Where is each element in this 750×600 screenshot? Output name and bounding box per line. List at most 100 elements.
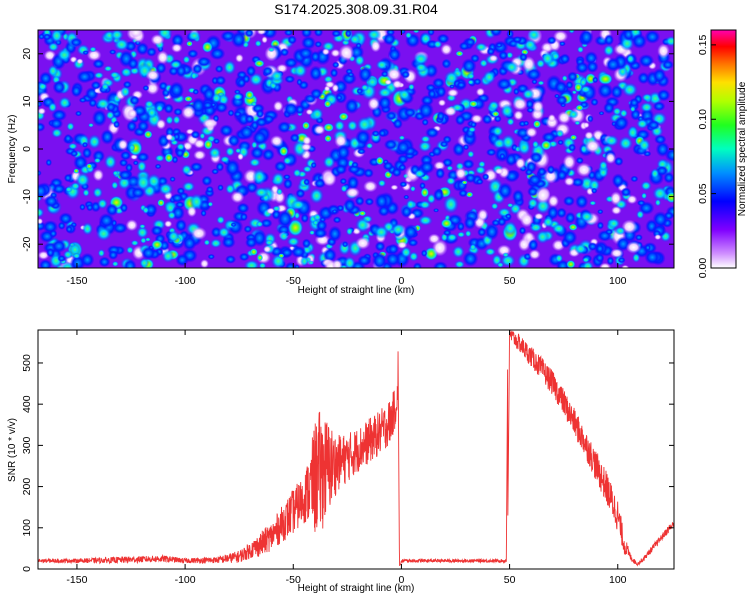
- heatmap-cell: [528, 249, 541, 260]
- heatmap-cell: [610, 84, 623, 100]
- heatmap-cell: [323, 122, 335, 133]
- heatmap-cell: [75, 172, 91, 188]
- heatmap-cell: [81, 141, 89, 148]
- heatmap-cell: [309, 187, 324, 204]
- heatmap-cell: [503, 220, 517, 236]
- heatmap-y-axis: -20 -10 0 10 20: [21, 48, 674, 252]
- heatmap-cell: [456, 221, 465, 232]
- heatmap-cell: [301, 36, 316, 50]
- heatmap-cell: [409, 185, 416, 192]
- heatmap-cell: [495, 42, 503, 48]
- snr-y-label: SNR (10 * v/v): [7, 418, 18, 482]
- heatmap-cell: [629, 105, 636, 113]
- heatmap-cell: [67, 142, 78, 150]
- heatmap-cell: [302, 135, 312, 146]
- heatmap-cell: [76, 70, 93, 84]
- heatmap-cell: [167, 211, 177, 220]
- heatmap-cell: [128, 143, 136, 152]
- heatmap-cell: [182, 235, 197, 251]
- heatmap-cell: [231, 31, 247, 48]
- heatmap-cell: [488, 54, 499, 62]
- heatmap-cell: [432, 77, 445, 89]
- snr-y-tick-label: 300: [21, 436, 33, 454]
- heatmap-cell: [340, 184, 348, 193]
- heatmap-cell: [38, 107, 46, 115]
- heatmap-cell: [70, 84, 82, 98]
- heatmap-cell: [484, 223, 499, 241]
- heatmap-cell: [146, 47, 157, 57]
- heatmap-cell: [92, 168, 104, 182]
- heatmap-cell: [652, 101, 666, 112]
- heatmap-cell: [589, 200, 597, 206]
- heatmap-cell: [193, 139, 206, 149]
- heatmap-cell: [354, 54, 366, 67]
- heatmap-cell: [38, 183, 48, 199]
- heatmap-cell: [272, 205, 281, 212]
- heatmap-cell: [38, 259, 53, 268]
- heatmap-cell: [290, 199, 306, 211]
- heatmap-cell: [475, 178, 484, 185]
- heatmap-cell: [644, 30, 661, 44]
- heatmap-y-tick-label: -20: [21, 236, 33, 251]
- heatmap-cell: [46, 247, 55, 258]
- heatmap-cell: [117, 139, 129, 151]
- heatmap-cell: [391, 167, 402, 178]
- heatmap-cell: [300, 213, 309, 223]
- heatmap-cell: [42, 33, 52, 41]
- heatmap-cell: [486, 47, 496, 56]
- heatmap-cell: [49, 117, 64, 130]
- heatmap-cell: [135, 42, 149, 56]
- heatmap-cell: [310, 50, 321, 63]
- heatmap-cell: [38, 207, 45, 218]
- heatmap-cell: [579, 30, 594, 46]
- heatmap-cell: [65, 225, 73, 233]
- heatmap-cell: [126, 246, 134, 255]
- heatmap-cell: [278, 253, 285, 259]
- heatmap-cell: [401, 70, 411, 79]
- heatmap-cell: [463, 216, 477, 230]
- heatmap-cell: [56, 48, 72, 62]
- heatmap-cell: [399, 181, 408, 188]
- heatmap-x-tick-label: 100: [609, 275, 627, 287]
- heatmap-cell: [512, 36, 523, 43]
- heatmap-cell: [360, 84, 369, 92]
- heatmap-cell: [506, 30, 515, 39]
- heatmap-cell: [365, 142, 374, 150]
- heatmap-cell: [129, 95, 140, 106]
- heatmap-cell: [557, 111, 571, 125]
- snr-y-tick-label: 400: [21, 395, 33, 413]
- heatmap-cell: [634, 234, 643, 241]
- heatmap-cell: [127, 108, 138, 119]
- heatmap-cell: [95, 97, 111, 110]
- heatmap-cell: [587, 114, 594, 123]
- heatmap-cell: [652, 211, 669, 228]
- heatmap-cell: [223, 59, 237, 75]
- heatmap-cell: [582, 257, 590, 263]
- heatmap-cell: [418, 140, 432, 153]
- heatmap-cell: [652, 68, 667, 84]
- heatmap-cell: [225, 146, 236, 157]
- heatmap-cell: [302, 165, 313, 173]
- heatmap-cell: [108, 250, 119, 260]
- heatmap-cell: [375, 59, 389, 71]
- heatmap-cell: [467, 126, 477, 133]
- heatmap-cell: [455, 114, 466, 126]
- heatmap-cell: [490, 202, 499, 210]
- heatmap-cell: [597, 82, 613, 99]
- heatmap-cell: [433, 261, 448, 268]
- heatmap-cell: [390, 223, 406, 236]
- heatmap-cell: [109, 49, 117, 55]
- heatmap-cell: [517, 140, 532, 156]
- heatmap-cell: [527, 173, 542, 186]
- heatmap-cell: [186, 206, 197, 218]
- heatmap-cell: [136, 160, 147, 173]
- heatmap-cell: [579, 210, 595, 223]
- heatmap-cell: [300, 143, 312, 152]
- heatmap-cell: [421, 118, 429, 126]
- heatmap-cell: [403, 224, 419, 240]
- heatmap-cell: [110, 30, 124, 41]
- heatmap-cell: [190, 71, 198, 80]
- heatmap-cell: [534, 212, 544, 220]
- heatmap-cell: [546, 165, 556, 175]
- heatmap-cell: [540, 140, 552, 151]
